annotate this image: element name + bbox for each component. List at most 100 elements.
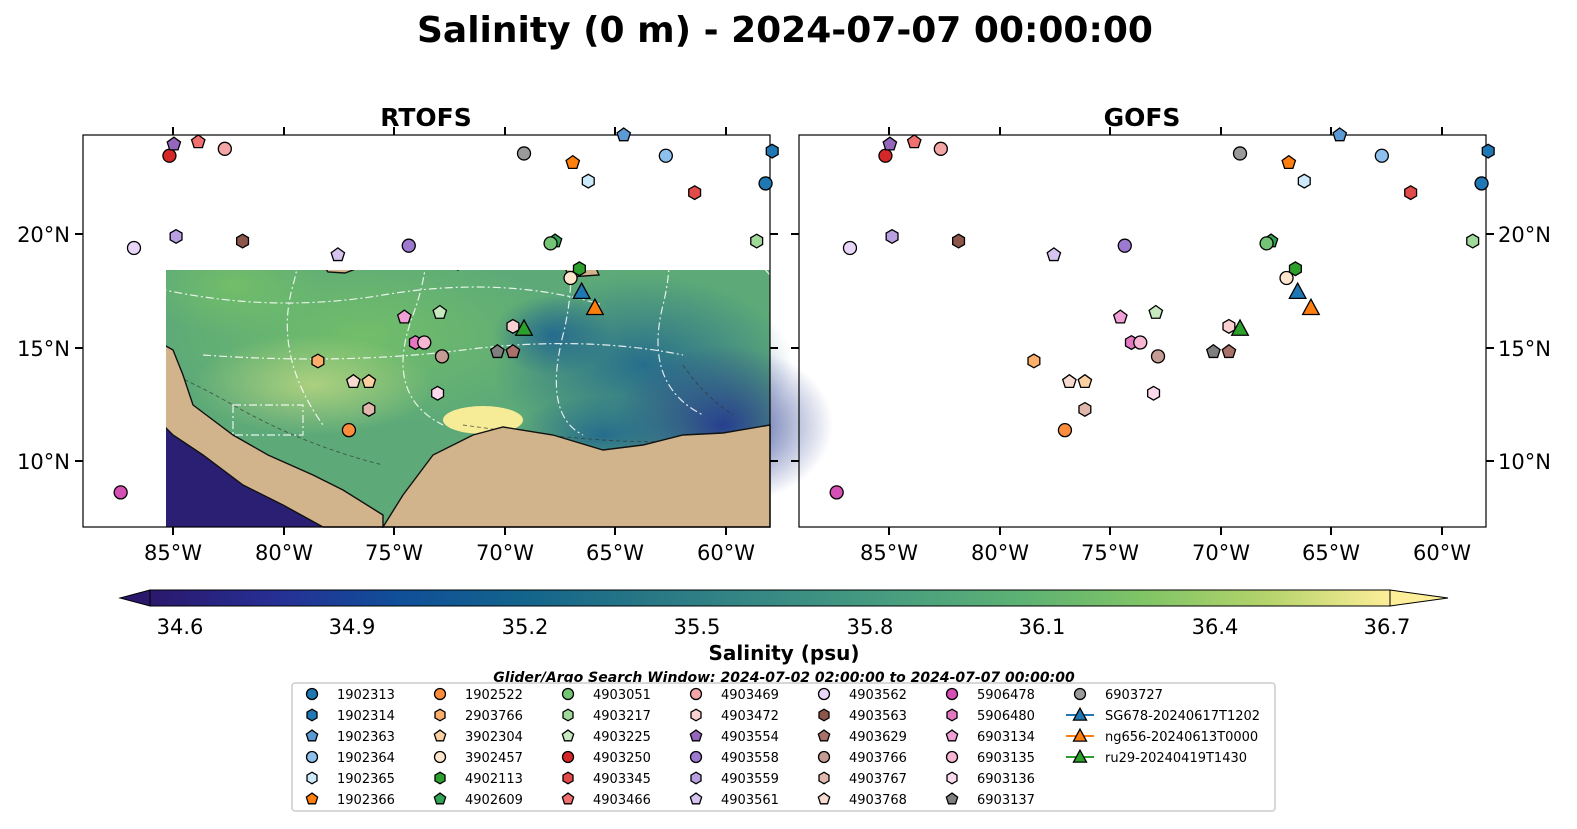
legend-marker [817,687,831,701]
legend-label: 1902365 [337,772,395,787]
argo-float-marker [952,233,966,249]
legend-marker [945,792,959,805]
lon-ticks-left: 85°W 80°W 75°W 70°W 65°W 60°W [144,541,755,565]
lon-tick: 60°W [697,541,755,565]
colorbar-tick: 36.4 [1192,615,1239,639]
argo-float-marker [563,270,578,286]
search-window-note: Glider/Argo Search Window: 2024-07-02 02… [493,670,1075,686]
legend-marker [433,750,447,764]
legend-marker [1073,687,1087,701]
legend-marker [689,729,703,742]
argo-float-marker [581,173,595,189]
legend-entry: 6903134 [945,729,1035,745]
legend-marker [305,792,319,805]
legend-entry: 2903766 [434,708,523,724]
legend-marker [562,771,574,785]
panel-gofs: GOFS [798,103,1495,528]
glider-marker [1230,318,1250,336]
legend-marker [690,771,702,785]
legend-entry: 1902366 [305,792,395,808]
axis-ticks: 85°W 80°W 75°W 70°W 65°W 60°W 85°W 80°W … [17,127,1551,565]
legend-entry: 4903469 [689,687,779,703]
legend-entry: 4903563 [818,708,907,724]
argo-float-marker [1404,185,1418,201]
argo-float-marker [169,228,183,245]
argo-float-marker [236,233,250,249]
lon-ticks-right: 85°W 80°W 75°W 70°W 65°W 60°W [860,541,1471,565]
legend-entry: 5906478 [945,687,1035,703]
legend-entry: 4903345 [562,771,651,787]
legend-label: 5906480 [977,709,1035,724]
argo-float-marker [1481,143,1495,159]
argo-float-marker [506,318,520,334]
legend-entry: 4903562 [817,687,907,703]
legend-entry: 4903561 [689,792,779,808]
argo-float-marker [190,134,206,149]
legend-entry: 6903136 [946,771,1035,787]
lat-tick: 10°N [1498,450,1551,474]
argo-float-marker [1133,335,1148,350]
legend-entry: 4903629 [817,729,907,745]
legend-label: 4903766 [849,751,907,766]
legend-entry: 4902113 [434,771,523,787]
legend-marker [434,771,446,785]
legend-marker [561,687,575,701]
argo-float-marker [1117,238,1132,253]
colorbar-label: Salinity (psu) [708,641,859,665]
argo-float-marker [217,141,232,156]
argo-float-marker [432,304,448,319]
legend-entry: ng656-20240613T0000 [1066,727,1258,745]
lon-tick: 65°W [1302,541,1360,565]
argo-float-marker [1474,176,1489,191]
legend-label: 1902313 [337,688,395,703]
legend-entry: 4903559 [690,771,779,787]
legend-entry: 1902522 [433,687,523,703]
figure-title: Salinity (0 m) - 2024-07-07 00:00:00 [417,10,1153,51]
legend-entry: 4903225 [561,729,651,745]
legend-entry: 4903766 [817,750,907,766]
legend-entry: 4903472 [690,708,779,724]
legend-label: 3902457 [465,751,523,766]
map-frame [798,134,1487,528]
legend-label: 6903134 [977,730,1035,745]
legend-entry: 3902457 [433,750,523,766]
legend-label: 4903250 [593,751,651,766]
legend-label: 4903554 [721,730,779,745]
argo-float-marker [1279,270,1294,286]
argo-float-marker [1259,236,1274,251]
legend-entry: 4903554 [689,729,779,745]
legend-frame [291,682,1276,812]
argo-float-marker [758,176,773,191]
legend-marker [306,771,318,785]
legend-entry: 5906480 [946,708,1035,724]
legend-entry: 6903727 [1073,687,1163,703]
legend-marker [817,750,831,764]
lon-tick: 85°W [144,541,202,565]
legend-label: 6903137 [977,793,1035,808]
legend-entry: 1902313 [305,687,395,703]
legend-items: 1902313 1902314 1902363 1902364 1902365 19023… [305,687,1260,808]
legend-label: 1902314 [337,709,395,724]
argo-float-marker [1374,148,1389,163]
lon-tick: 80°W [255,541,313,565]
argo-float-marker [933,141,948,156]
argo-float-marker [543,236,558,251]
glider-marker [514,318,534,336]
legend-marker [690,708,702,722]
argo-float-marker [401,238,416,253]
legend-entry: 1902364 [305,750,395,766]
argo-float-marker [1078,401,1092,417]
legend-label: 4903562 [849,688,907,703]
argo-float-marker [1150,349,1166,364]
legend-label: 6903727 [1105,688,1163,703]
legend-marker [1072,748,1088,763]
colorbar-tick: 34.9 [329,615,376,639]
legend-marker [817,792,831,805]
legend-marker [817,729,831,742]
legend-label: 4903561 [721,793,779,808]
argo-float-marker [489,343,505,359]
legend-entry: ru29-20240419T1430 [1066,748,1247,766]
legend-label: 5906478 [977,688,1035,703]
legend-entry: 6903137 [945,792,1035,808]
legend-entry: 3902304 [433,729,523,745]
